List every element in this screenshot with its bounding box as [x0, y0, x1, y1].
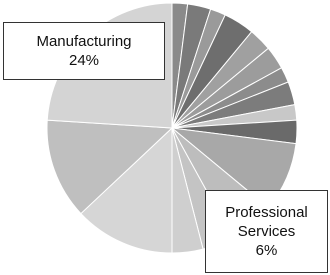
pie-slice	[46, 119, 174, 215]
pie-slice	[80, 126, 173, 254]
slice-value-label: 24%	[68, 52, 100, 69]
label-box: Manufacturing 24%	[3, 22, 165, 80]
label-box: Professional Services 6%	[205, 190, 328, 273]
slice-label: Manufacturing	[36, 33, 132, 50]
slice-value-label: 6%	[255, 242, 278, 259]
slice-label: Professional Services	[225, 204, 308, 240]
